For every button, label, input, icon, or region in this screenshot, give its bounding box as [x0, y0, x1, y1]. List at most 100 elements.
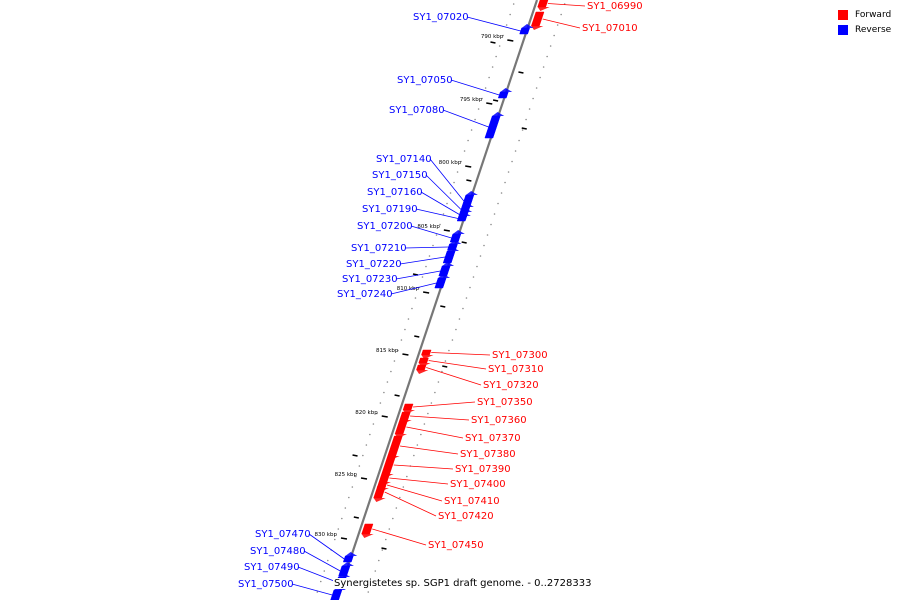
axis-tick-label: 805 kbp [417, 224, 440, 230]
reverse-swatch [838, 25, 848, 35]
gene-feature-arrow [531, 26, 544, 30]
gene-leader-line [428, 360, 487, 370]
scale-dash [394, 394, 400, 397]
gene-feature-arrow [373, 498, 386, 502]
track-dot-forward [504, 181, 506, 184]
track-dot-forward [416, 444, 419, 446]
track-dot-reverse [439, 223, 441, 226]
track-dot-reverse [341, 517, 343, 520]
scale-dash [414, 335, 420, 338]
track-dot-forward [493, 213, 496, 215]
track-dot-forward [399, 496, 401, 499]
track-dot-forward [549, 45, 552, 47]
gene-label: SY1_07020 [413, 12, 469, 23]
gene-leader-line [399, 445, 459, 455]
gene-leader-line [308, 533, 345, 560]
gene-label: SY1_07050 [397, 75, 453, 86]
track-dot-reverse [470, 129, 473, 131]
gene-feature [373, 485, 387, 499]
gene-sy1-07500: SY1_07500 [238, 579, 346, 601]
gene-sy1-07480: SY1_07480 [250, 546, 354, 577]
scale-dash [521, 127, 527, 130]
track-dot-forward [367, 591, 370, 593]
track-dot-reverse [348, 496, 350, 499]
gene-sy1-07320: SY1_07320 [416, 364, 539, 391]
axis-tick-label: 790 kbp [481, 34, 504, 40]
axis-tick-mark [423, 291, 430, 294]
track-dot-reverse [428, 255, 431, 257]
track-dot-forward [497, 202, 499, 205]
scale-dash [352, 454, 358, 457]
track-dot-forward [546, 55, 548, 58]
genome-caption: Synergistetes sp. SGP1 draft genome. - 0… [333, 578, 593, 589]
track-dot-reverse [484, 87, 487, 89]
gene-sy1-07240: SY1_07240 [337, 274, 451, 300]
track-dot-reverse [474, 118, 476, 121]
track-dot-forward [556, 24, 559, 26]
track-dot-forward [374, 570, 377, 572]
scale-dash [353, 516, 359, 519]
track-dot-forward [465, 297, 468, 299]
gene-feature-arrow [452, 230, 465, 234]
track-dot-forward [553, 34, 555, 37]
gene-label: SY1_07220 [346, 259, 402, 270]
gene-sy1-07230: SY1_07230 [342, 262, 455, 285]
forward-swatch [838, 10, 848, 20]
gene-leader-line [390, 282, 437, 295]
gene-label: SY1_07200 [357, 221, 413, 232]
gene-features: SY1_06990 SY1_07010 SY1_07020 SY1_07050 SY1_… [238, 0, 643, 601]
gene-sy1-07050: SY1_07050 [397, 75, 513, 99]
track-dot-forward [479, 255, 482, 257]
scale-dash [492, 99, 499, 102]
track-dot-forward [507, 171, 510, 173]
gene-feature [402, 403, 414, 411]
track-dot-reverse [446, 202, 448, 205]
track-dot-forward [486, 234, 489, 236]
track-dot-reverse [463, 150, 466, 152]
gene-sy1-07300: SY1_07300 [421, 349, 548, 361]
gene-label: SY1_07310 [488, 364, 544, 375]
track-dot-forward [381, 549, 384, 551]
gene-feature [399, 411, 411, 421]
track-dot-reverse [362, 454, 364, 457]
track-dot-forward [406, 475, 408, 478]
gene-sy1-06990: SY1_06990 [537, 0, 643, 12]
gene-feature [497, 91, 509, 99]
gene-leader-line [426, 367, 482, 386]
axis-tick-label: 815 kbp [376, 348, 399, 354]
track-dot-reverse [509, 13, 511, 16]
gene-label: SY1_07470 [255, 529, 311, 540]
gene-leader-line [404, 246, 449, 249]
gene-leader-line [406, 426, 464, 439]
scale-dash [466, 179, 472, 182]
track-dot-reverse [456, 171, 459, 173]
axis-ticks: 790 kbp 795 kbp 800 kbp 805 kbp 810 kbp 815 k… [315, 34, 514, 540]
legend-reverse: Reverse [838, 23, 898, 38]
axis-tick-mark [402, 353, 409, 356]
gene-leader-line [395, 270, 441, 280]
track-dot-reverse [358, 465, 361, 467]
axis-tick-mark [465, 165, 472, 168]
legend: Forward Reverse [838, 8, 898, 38]
gene-label: SY1_07380 [460, 449, 516, 460]
track-dot-forward [525, 118, 527, 121]
track-dot-forward [560, 13, 562, 16]
track-dot-forward [535, 87, 538, 89]
axis-tick-label: 825 kbp [335, 472, 358, 478]
gene-sy1-07190: SY1_07190 [362, 204, 471, 222]
gene-feature [519, 27, 530, 35]
track-dot-reverse [379, 402, 382, 404]
scale-dash [442, 365, 448, 368]
track-dot-reverse [323, 570, 326, 572]
gene-feature [361, 523, 374, 535]
gene-leader-line [420, 191, 460, 215]
track-dot-reverse [351, 486, 354, 488]
gene-label: SY1_07140 [376, 154, 432, 165]
gene-label: SY1_07490 [244, 562, 300, 573]
gene-leader-line [425, 174, 462, 210]
gene-feature [330, 589, 343, 601]
gene-sy1-07420: SY1_07420 [373, 485, 494, 522]
axis-tick-mark [443, 229, 450, 232]
track-dot-forward [542, 66, 545, 68]
